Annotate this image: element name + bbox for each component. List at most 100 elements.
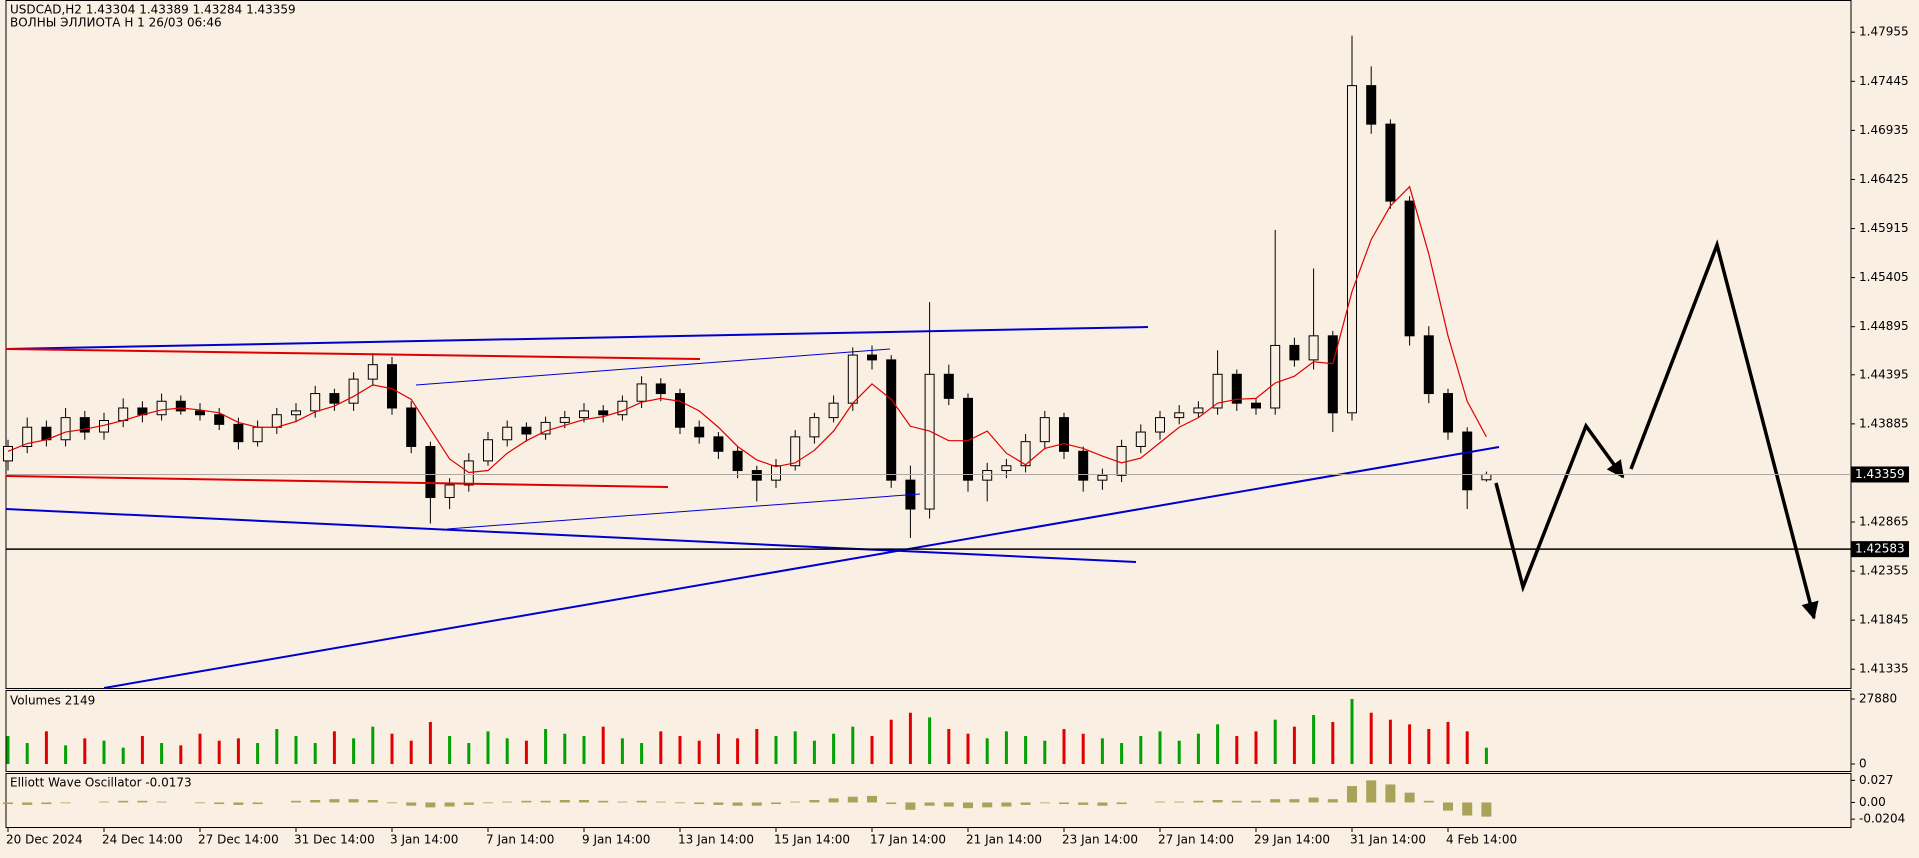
candle-body xyxy=(675,393,685,428)
oscillator-panel xyxy=(5,773,1852,828)
current-price-label: 1.43359 xyxy=(1855,467,1905,481)
candle-body xyxy=(367,364,378,380)
candle-body xyxy=(310,393,321,412)
candle-body xyxy=(828,402,839,419)
candle-body xyxy=(598,410,609,416)
candle-body xyxy=(982,470,993,481)
candle-body xyxy=(406,407,417,447)
trend-line xyxy=(5,326,1149,350)
x-tick-label: 9 Jan 14:00 xyxy=(582,833,650,847)
y-tick-label: 1.41845 xyxy=(1859,613,1909,627)
candle-body xyxy=(1174,412,1185,419)
candle-body xyxy=(79,417,90,433)
level-label-box xyxy=(1851,541,1909,558)
y-tick-label: 0 xyxy=(1859,757,1867,771)
forecast-arrow xyxy=(1494,422,1625,593)
candle-body xyxy=(502,426,513,441)
channel-line xyxy=(5,348,701,360)
x-tick-label: 31 Jan 14:00 xyxy=(1350,833,1426,847)
thin-trend-line xyxy=(446,493,921,530)
candle-body xyxy=(579,410,589,419)
candle-body xyxy=(1366,85,1377,125)
x-tick-label: 27 Jan 14:00 xyxy=(1158,833,1234,847)
y-tick-label: 1.42865 xyxy=(1859,515,1909,529)
candle-body xyxy=(751,470,762,481)
candle-body xyxy=(1020,441,1031,467)
candle-body xyxy=(1001,465,1012,472)
candle-body xyxy=(1327,335,1338,414)
indicator-label: ВОЛНЫ ЭЛЛИОТА H 1 26/03 06:46 xyxy=(10,16,222,30)
x-tick-label: 13 Jan 14:00 xyxy=(678,833,754,847)
candle-body xyxy=(790,436,801,467)
candle-body xyxy=(1481,473,1492,481)
candle-body xyxy=(636,383,647,402)
y-tick-label: 1.45915 xyxy=(1859,221,1909,235)
candle-body xyxy=(175,400,186,412)
candle-body xyxy=(1231,373,1242,404)
y-tick-label: 1.41335 xyxy=(1859,662,1909,676)
candle-body xyxy=(271,414,282,428)
candle-body xyxy=(655,383,666,395)
forecast-arrow xyxy=(1629,239,1819,620)
candle-body xyxy=(1116,445,1127,476)
y-tick-label: 0.027 xyxy=(1859,773,1893,787)
x-tick-label: 29 Jan 14:00 xyxy=(1254,833,1330,847)
candle-body xyxy=(387,364,397,409)
candle-body xyxy=(291,410,301,416)
candle-body xyxy=(1193,407,1204,414)
candle-body xyxy=(22,426,33,447)
candle-body xyxy=(1423,335,1434,395)
moving-average xyxy=(7,185,1487,474)
channel-line xyxy=(5,475,669,488)
chart-title: USDCAD,H2 1.43304 1.43389 1.43284 1.4335… xyxy=(10,3,296,17)
candle-body xyxy=(521,426,532,435)
x-tick-label: 4 Feb 14:00 xyxy=(1446,833,1517,847)
candle-body xyxy=(1097,474,1108,481)
y-tick-label: 1.45405 xyxy=(1859,270,1909,284)
candle-body xyxy=(713,436,724,452)
x-tick-label: 27 Dec 14:00 xyxy=(198,833,279,847)
candle-body xyxy=(1385,123,1396,202)
candle-body xyxy=(1039,417,1050,443)
candle-body xyxy=(1462,431,1473,491)
x-tick-label: 15 Jan 14:00 xyxy=(774,833,850,847)
y-tick-label: 1.46425 xyxy=(1859,172,1909,186)
candle-body xyxy=(886,359,897,481)
candle-body xyxy=(1270,344,1281,409)
trend-line xyxy=(5,508,1137,563)
candle-body xyxy=(3,445,13,462)
candle-body xyxy=(1443,393,1453,433)
price-panel xyxy=(5,0,1852,689)
candle-body xyxy=(559,417,570,423)
y-tick-label: 1.44895 xyxy=(1859,319,1909,333)
candle-body xyxy=(1059,417,1069,452)
candle-body xyxy=(483,439,493,462)
current-price-box xyxy=(1851,466,1909,483)
y-tick-label: 1.42355 xyxy=(1859,564,1909,578)
candle-body xyxy=(118,407,129,421)
candle-body xyxy=(540,421,551,435)
candle-body xyxy=(348,378,359,404)
x-tick-label: 21 Jan 14:00 xyxy=(966,833,1042,847)
oscillator-title: Elliott Wave Oscillator -0.0173 xyxy=(10,776,192,790)
candle-body xyxy=(1212,373,1223,409)
candle-body xyxy=(1404,200,1415,337)
candle-body xyxy=(963,397,973,481)
x-tick-label: 7 Jan 14:00 xyxy=(486,833,554,847)
candle-body xyxy=(694,426,705,438)
thin-trend-line xyxy=(415,348,891,386)
trend-line xyxy=(103,446,1500,689)
marks xyxy=(3,35,1492,817)
x-tick-label: 23 Jan 14:00 xyxy=(1062,833,1138,847)
candle-body xyxy=(847,354,858,404)
candle-body xyxy=(233,423,244,443)
y-tick-label: 1.47955 xyxy=(1859,25,1909,39)
volume-panel xyxy=(5,690,1852,772)
level-label: 1.42583 xyxy=(1855,542,1905,556)
candle-body xyxy=(1251,402,1261,409)
candle-body xyxy=(252,426,263,443)
candle-body xyxy=(1289,344,1300,361)
x-tick-label: 3 Jan 14:00 xyxy=(390,833,458,847)
